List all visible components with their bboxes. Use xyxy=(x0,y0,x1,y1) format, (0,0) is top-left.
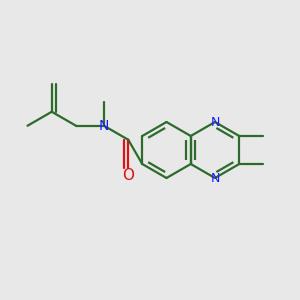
Text: N: N xyxy=(99,119,109,133)
Text: N: N xyxy=(210,172,220,184)
Text: O: O xyxy=(122,168,134,183)
Text: N: N xyxy=(210,116,220,128)
